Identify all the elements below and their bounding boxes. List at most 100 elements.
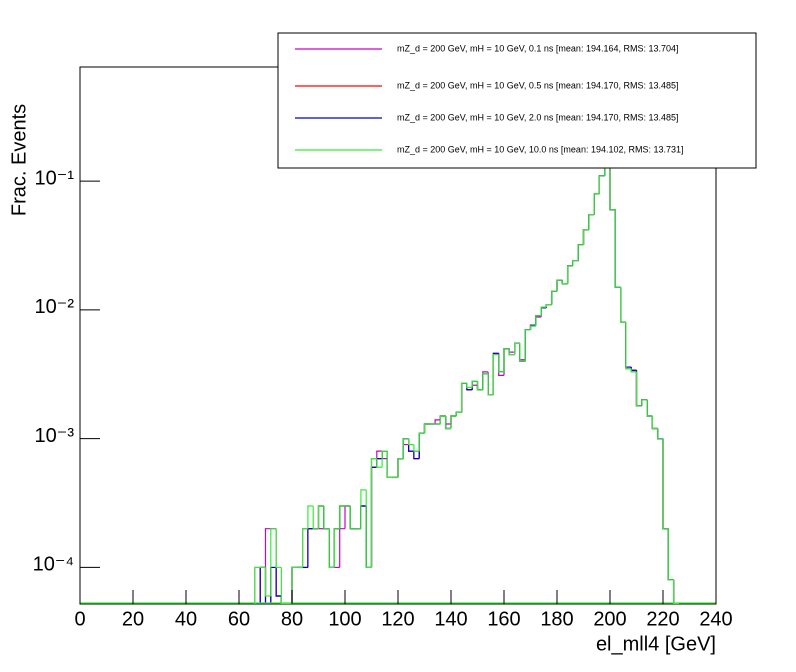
- histogram-bin: [312, 505, 319, 530]
- histogram-bin: [635, 371, 642, 407]
- legend-box: [277, 32, 757, 169]
- histogram-bin: [254, 566, 261, 604]
- histogram-bin: [641, 399, 648, 406]
- histogram-bin: [519, 343, 526, 361]
- histogram-bin: [593, 193, 600, 215]
- legend: mZ_d = 200 GeV, mH = 10 GeV, 0.1 ns [mea…: [295, 43, 684, 154]
- histogram-bin: [582, 229, 589, 245]
- histogram-bin: [641, 399, 648, 406]
- histogram-bin: [567, 265, 573, 284]
- histogram-bin: [461, 382, 467, 413]
- histogram-bin: [302, 528, 308, 568]
- histogram-bin: [386, 451, 393, 479]
- histogram-bin: [365, 505, 372, 569]
- histogram-bin: [545, 303, 552, 308]
- histogram-bin: [630, 368, 637, 373]
- histogram-bin: [370, 458, 377, 568]
- histogram-bin: [466, 383, 473, 391]
- histogram-bin: [482, 373, 489, 390]
- histogram-bin: [365, 505, 372, 569]
- x-tick-label: 40: [175, 608, 197, 630]
- histogram-bin: [386, 451, 393, 479]
- histogram-bin: [264, 528, 271, 568]
- histogram-bin: [588, 213, 595, 230]
- histogram-bin: [307, 528, 314, 568]
- histogram-bin: [508, 348, 515, 353]
- histogram-bin: [625, 322, 632, 370]
- histogram-bin: [307, 505, 314, 529]
- histogram-bin: [291, 566, 298, 604]
- histogram-bin: [540, 306, 547, 318]
- histogram-bin: [445, 415, 451, 430]
- histogram-bin: [572, 260, 579, 266]
- histogram-bin: [323, 505, 330, 530]
- histogram-bin: [450, 415, 457, 429]
- histogram-bin: [328, 528, 335, 569]
- histogram-bin: [471, 380, 478, 388]
- histogram-bin: [635, 370, 642, 407]
- legend-label: mZ_d = 200 GeV, mH = 10 GeV, 0.5 ns [mea…: [397, 80, 679, 90]
- x-tick-label: 200: [593, 608, 626, 630]
- histogram-bin: [413, 451, 420, 460]
- histogram-bin: [492, 353, 499, 395]
- histogram-bin: [450, 415, 457, 429]
- histogram-bin: [514, 342, 520, 353]
- histogram-bin: [614, 209, 621, 288]
- histogram-bin: [673, 579, 679, 604]
- histogram-bin: [551, 290, 557, 305]
- histogram-bin: [577, 244, 584, 261]
- histogram-bin: [487, 373, 494, 396]
- histogram-bin: [514, 342, 520, 355]
- histogram-bin: [646, 399, 653, 417]
- histogram-bin: [376, 458, 383, 468]
- histogram-bin: [646, 399, 653, 417]
- histogram-bin: [439, 415, 446, 424]
- histogram-bin: [641, 399, 648, 406]
- histogram-bin: [657, 428, 663, 440]
- histogram-bin: [556, 279, 563, 292]
- histogram-bin: [445, 415, 451, 430]
- histogram-bin: [503, 348, 510, 372]
- histogram-bin: [572, 260, 579, 266]
- histogram-bin: [450, 415, 457, 424]
- histogram-bin: [360, 489, 367, 529]
- histogram-bin: [381, 450, 388, 468]
- histogram-bin: [651, 415, 658, 430]
- histogram-bin: [291, 566, 298, 604]
- histogram-bin: [418, 432, 425, 452]
- histogram-bin: [466, 383, 473, 389]
- histogram-bin: [620, 287, 626, 323]
- histogram-bin: [360, 505, 367, 529]
- x-tick-label: 100: [328, 608, 361, 630]
- histogram-bin: [492, 352, 499, 395]
- histogram-bin: [519, 343, 526, 362]
- histogram-bin: [577, 244, 584, 261]
- histogram-bin: [588, 213, 595, 230]
- histogram-bin: [402, 438, 409, 459]
- histogram-bin: [402, 443, 409, 459]
- histogram-bin: [662, 438, 669, 530]
- histogram-bin: [333, 528, 340, 568]
- histogram-bin: [492, 353, 499, 395]
- x-tick-label: 20: [122, 608, 144, 630]
- histogram-bin: [588, 213, 595, 230]
- histogram-bin: [673, 579, 679, 604]
- histogram-bin: [264, 567, 271, 604]
- histogram-bin: [418, 432, 425, 452]
- histogram-bin: [275, 528, 282, 597]
- histogram-bin: [662, 438, 669, 530]
- histogram-bin: [434, 419, 441, 424]
- histogram-bin: [651, 415, 658, 430]
- histogram-bin: [487, 373, 494, 396]
- histogram-bin: [270, 528, 277, 596]
- histogram-bin: [551, 290, 557, 305]
- histogram-bin: [492, 352, 499, 395]
- histogram-bin: [540, 307, 547, 316]
- histogram-bin: [540, 307, 547, 316]
- histogram-bin: [503, 348, 510, 372]
- histogram-bin: [259, 566, 266, 604]
- histogram-bin: [593, 193, 600, 215]
- histogram-bin: [328, 528, 335, 569]
- histogram-bin: [280, 567, 287, 604]
